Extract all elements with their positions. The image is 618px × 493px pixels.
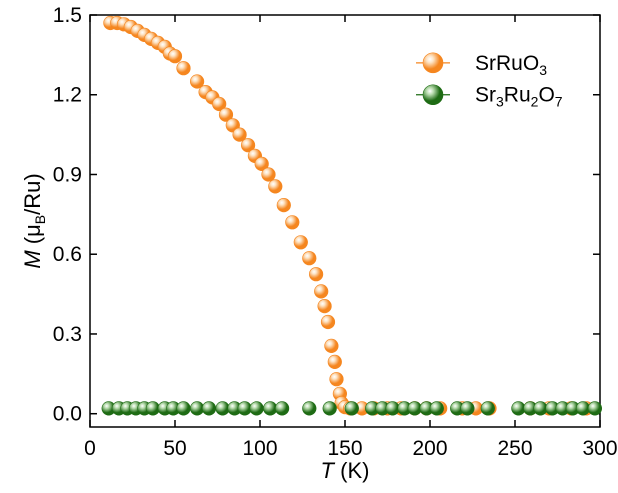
data-point (533, 401, 548, 416)
data-point (511, 401, 526, 416)
data-point (190, 401, 205, 416)
data-point (145, 401, 160, 416)
data-point (480, 401, 495, 416)
data-point (275, 401, 290, 416)
legend-label: Sr3Ru2O7 (475, 84, 563, 110)
y-axis-title: M (μB/Ru) (20, 173, 48, 268)
data-point (167, 49, 183, 64)
y-tick-label: 0.0 (53, 403, 82, 426)
data-point (215, 401, 230, 416)
y-tick-label: 0.9 (53, 163, 82, 186)
data-point (322, 401, 337, 416)
data-point (218, 107, 234, 122)
data-point (232, 127, 247, 142)
x-tick-label: 100 (242, 437, 277, 460)
data-point (407, 401, 422, 416)
data-point (190, 74, 205, 89)
legend-marker (422, 84, 444, 106)
points-layer (101, 15, 603, 416)
legend-entry: SrRuO3 (416, 52, 547, 78)
legend-label: SrRuO3 (475, 52, 547, 78)
y-tick-label: 1.2 (53, 84, 82, 107)
x-tick-label: 200 (412, 437, 447, 460)
legend: SrRuO3 Sr3Ru2O7 (416, 52, 563, 110)
data-point (263, 401, 278, 416)
data-point (276, 198, 291, 213)
y-tick-label: 1.5 (53, 4, 82, 27)
data-point (249, 401, 264, 416)
data-point (460, 401, 475, 416)
data-point (324, 338, 339, 354)
x-axis-title: T (K) (321, 458, 370, 483)
data-point (261, 167, 276, 182)
data-point (302, 251, 317, 266)
data-point (587, 401, 603, 416)
series-1-points (101, 401, 603, 416)
data-point (268, 179, 283, 194)
data-point (212, 96, 227, 112)
data-point (176, 401, 191, 416)
ticks-layer: 0 50 100 150 200 250 300 0.0 0.3 0.6 0.9 1.2 1.5 (53, 4, 618, 460)
series-0-points (103, 15, 594, 416)
data-point (429, 401, 444, 416)
data-point (241, 138, 256, 153)
data-point (237, 401, 252, 416)
data-point (314, 284, 329, 299)
x-tick-label: 150 (327, 437, 362, 460)
data-point (320, 314, 336, 330)
data-point (293, 235, 308, 250)
data-point (385, 401, 400, 416)
data-point (575, 401, 591, 416)
x-tick-label: 250 (497, 437, 532, 460)
x-tick-label: 50 (163, 437, 186, 460)
legend-entry: Sr3Ru2O7 (416, 84, 563, 110)
x-tick-label: 300 (582, 437, 617, 460)
data-point (344, 401, 359, 416)
data-point (309, 267, 324, 282)
data-point (329, 372, 344, 387)
y-tick-label: 0.3 (53, 323, 82, 346)
plot-frame (89, 14, 601, 428)
data-point (176, 61, 191, 76)
x-tick-label: 0 (84, 437, 96, 460)
data-point (317, 299, 332, 314)
data-point (254, 156, 269, 171)
data-point (285, 215, 300, 230)
y-tick-label: 0.6 (53, 243, 82, 266)
legend-marker (422, 52, 444, 74)
data-point (302, 401, 317, 416)
data-point (201, 401, 217, 416)
data-point (327, 354, 342, 370)
